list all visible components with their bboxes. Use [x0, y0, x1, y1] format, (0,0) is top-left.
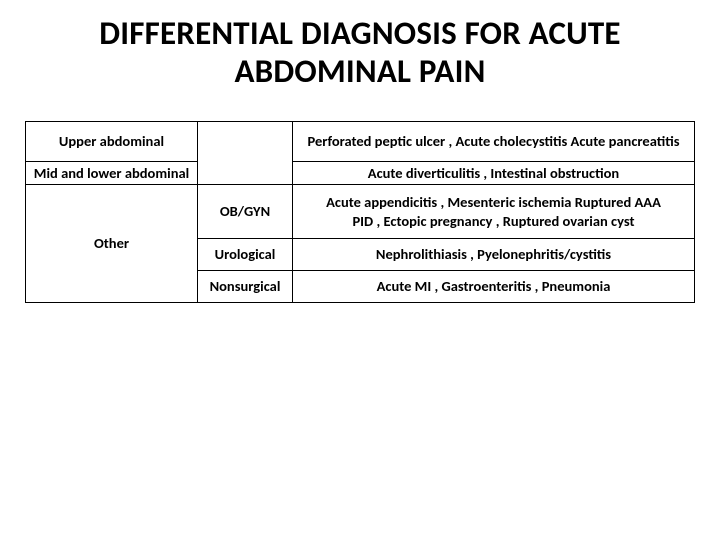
cell-mid-lower-content: Acute diverticulitis , Intestinal obstru…	[293, 161, 695, 184]
table-row: Mid and lower abdominal Acute diverticul…	[26, 161, 695, 184]
cell-mid-lower-label: Mid and lower abdominal	[26, 161, 198, 184]
cell-obgyn-content: Acute appendicitis , Mesenteric ischemia…	[293, 185, 695, 239]
cell-nonsurgical-content: Acute MI , Gastroenteritis , Pneumonia	[293, 271, 695, 303]
cell-obgyn-label: OB/GYN	[198, 185, 293, 239]
table-row: Other OB/GYN Acute appendicitis , Mesent…	[26, 185, 695, 239]
cell-empty-middle	[198, 121, 293, 184]
slide-container: DIFFERENTIAL DIAGNOSIS FOR ACUTE ABDOMIN…	[0, 0, 720, 540]
cell-other-label: Other	[26, 185, 198, 303]
cell-upper-abdominal-label: Upper abdominal	[26, 121, 198, 161]
cell-urological-content: Nephrolithiasis , Pyelonephritis/cystiti…	[293, 239, 695, 271]
cell-urological-label: Urological	[198, 239, 293, 271]
diagnosis-table: Upper abdominal Perforated peptic ulcer …	[25, 121, 695, 303]
cell-upper-abdominal-content: Perforated peptic ulcer , Acute cholecys…	[293, 121, 695, 161]
table-row: Upper abdominal Perforated peptic ulcer …	[26, 121, 695, 161]
cell-nonsurgical-label: Nonsurgical	[198, 271, 293, 303]
slide-title: DIFFERENTIAL DIAGNOSIS FOR ACUTE ABDOMIN…	[25, 15, 695, 91]
